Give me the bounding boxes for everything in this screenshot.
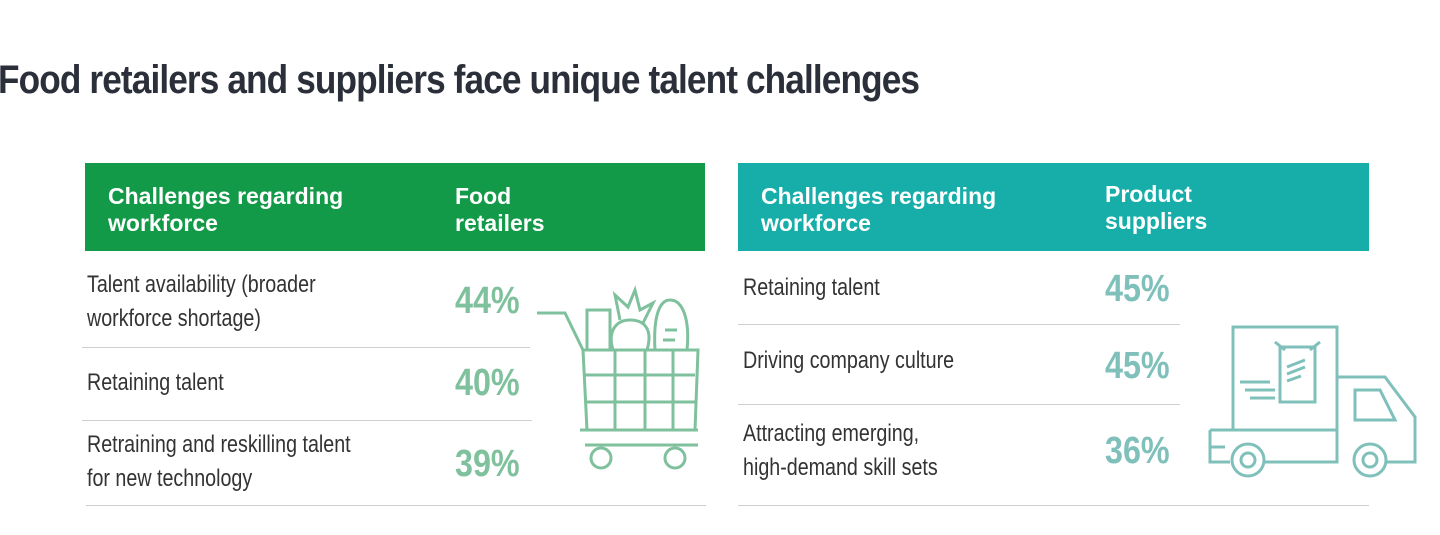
row-label: Retaining talent — [743, 274, 880, 301]
column-header: Challenges regarding workforce — [108, 183, 344, 236]
row-divider — [82, 347, 530, 348]
row-label: Retraining and reskilling talent for new… — [87, 431, 351, 492]
row-divider — [738, 404, 1180, 405]
cart-icon — [537, 285, 700, 470]
row-label: Attracting emerging, high-demand skill s… — [743, 420, 938, 481]
table-header: Challenges regarding workforce Food reta… — [85, 163, 705, 251]
row-value: 45% — [1105, 345, 1170, 387]
row-value: 36% — [1105, 430, 1170, 472]
row-label: Talent availability (broader workforce s… — [87, 271, 316, 332]
row-value: 44% — [455, 280, 520, 322]
row-value: 45% — [1105, 268, 1170, 310]
row-value: 40% — [455, 362, 520, 404]
column-header: Product suppliers — [1105, 181, 1208, 234]
page-title: Food retailers and suppliers face unique… — [0, 58, 920, 102]
table-header: Challenges regarding workforce Product s… — [738, 163, 1369, 251]
row-value: 39% — [455, 443, 520, 485]
row-label: Driving company culture — [743, 347, 955, 374]
row-label: Retaining talent — [87, 369, 224, 396]
row-divider — [86, 505, 706, 506]
row-divider — [82, 420, 532, 421]
row-divider — [738, 324, 1180, 325]
column-header: Challenges regarding workforce — [761, 183, 997, 236]
column-header: Food retailers — [455, 183, 545, 236]
row-divider — [738, 505, 1369, 506]
truck-icon — [1208, 325, 1417, 478]
